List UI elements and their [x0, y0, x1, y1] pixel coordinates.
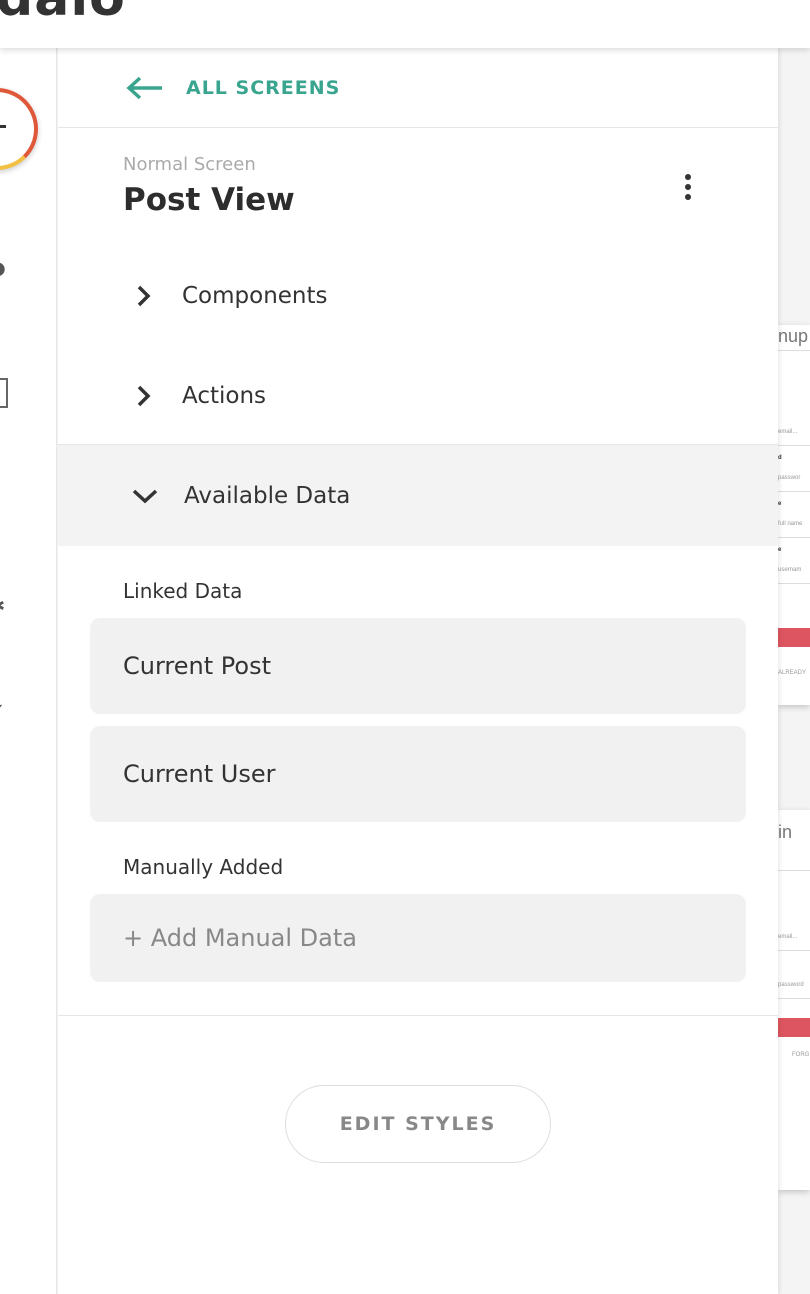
branding-icon[interactable]: ●: [0, 258, 6, 279]
chevron-down-icon: [132, 489, 158, 503]
login-button-preview: [778, 1018, 810, 1037]
login-screen-title: in: [778, 822, 793, 842]
linked-data-item[interactable]: Current Post: [90, 618, 746, 714]
left-toolbar: ● ✶ ✱ ✓: [0, 48, 57, 1294]
screens-icon[interactable]: [0, 378, 8, 408]
settings-icon[interactable]: ✱: [0, 596, 6, 617]
section-actions[interactable]: Actions: [58, 346, 778, 446]
login-screen-preview[interactable]: email... password FORG: [778, 810, 810, 1190]
linked-data-item[interactable]: Current User: [90, 726, 746, 822]
chevron-right-icon: [137, 285, 151, 307]
plus-icon: [0, 125, 6, 128]
more-options-icon[interactable]: [678, 170, 698, 210]
signup-button-preview: [778, 628, 810, 647]
screen-type: Normal Screen: [123, 154, 256, 175]
all-screens-label: ALL SCREENS: [186, 77, 341, 99]
top-bar: dalo: [0, 0, 810, 48]
linked-data-heading: Linked Data: [123, 579, 243, 603]
magic-icon[interactable]: ✶: [0, 476, 6, 492]
arrow-left-icon: [126, 76, 162, 100]
screen-name[interactable]: Post View: [123, 182, 295, 218]
canvas-area: email... d passwor e full name e usernam…: [778, 48, 810, 1294]
all-screens-link[interactable]: ALL SCREENS: [126, 76, 340, 100]
chevron-right-icon: [137, 385, 151, 407]
add-manual-data-button[interactable]: + Add Manual Data: [90, 894, 746, 982]
section-available-data[interactable]: Available Data: [58, 445, 778, 546]
section-components[interactable]: Components: [58, 246, 778, 346]
signup-screen-title: nup: [778, 326, 809, 346]
app-logo[interactable]: dalo: [0, 0, 126, 28]
edit-styles-button[interactable]: EDIT STYLES: [285, 1085, 551, 1163]
signup-screen-preview[interactable]: email... d passwor e full name e usernam…: [778, 325, 810, 705]
manually-added-heading: Manually Added: [123, 855, 284, 879]
publish-icon[interactable]: ✓: [0, 700, 6, 721]
add-button[interactable]: [0, 88, 38, 170]
screen-settings-panel: ALL SCREENS Normal Screen Post View Comp…: [58, 48, 778, 1294]
